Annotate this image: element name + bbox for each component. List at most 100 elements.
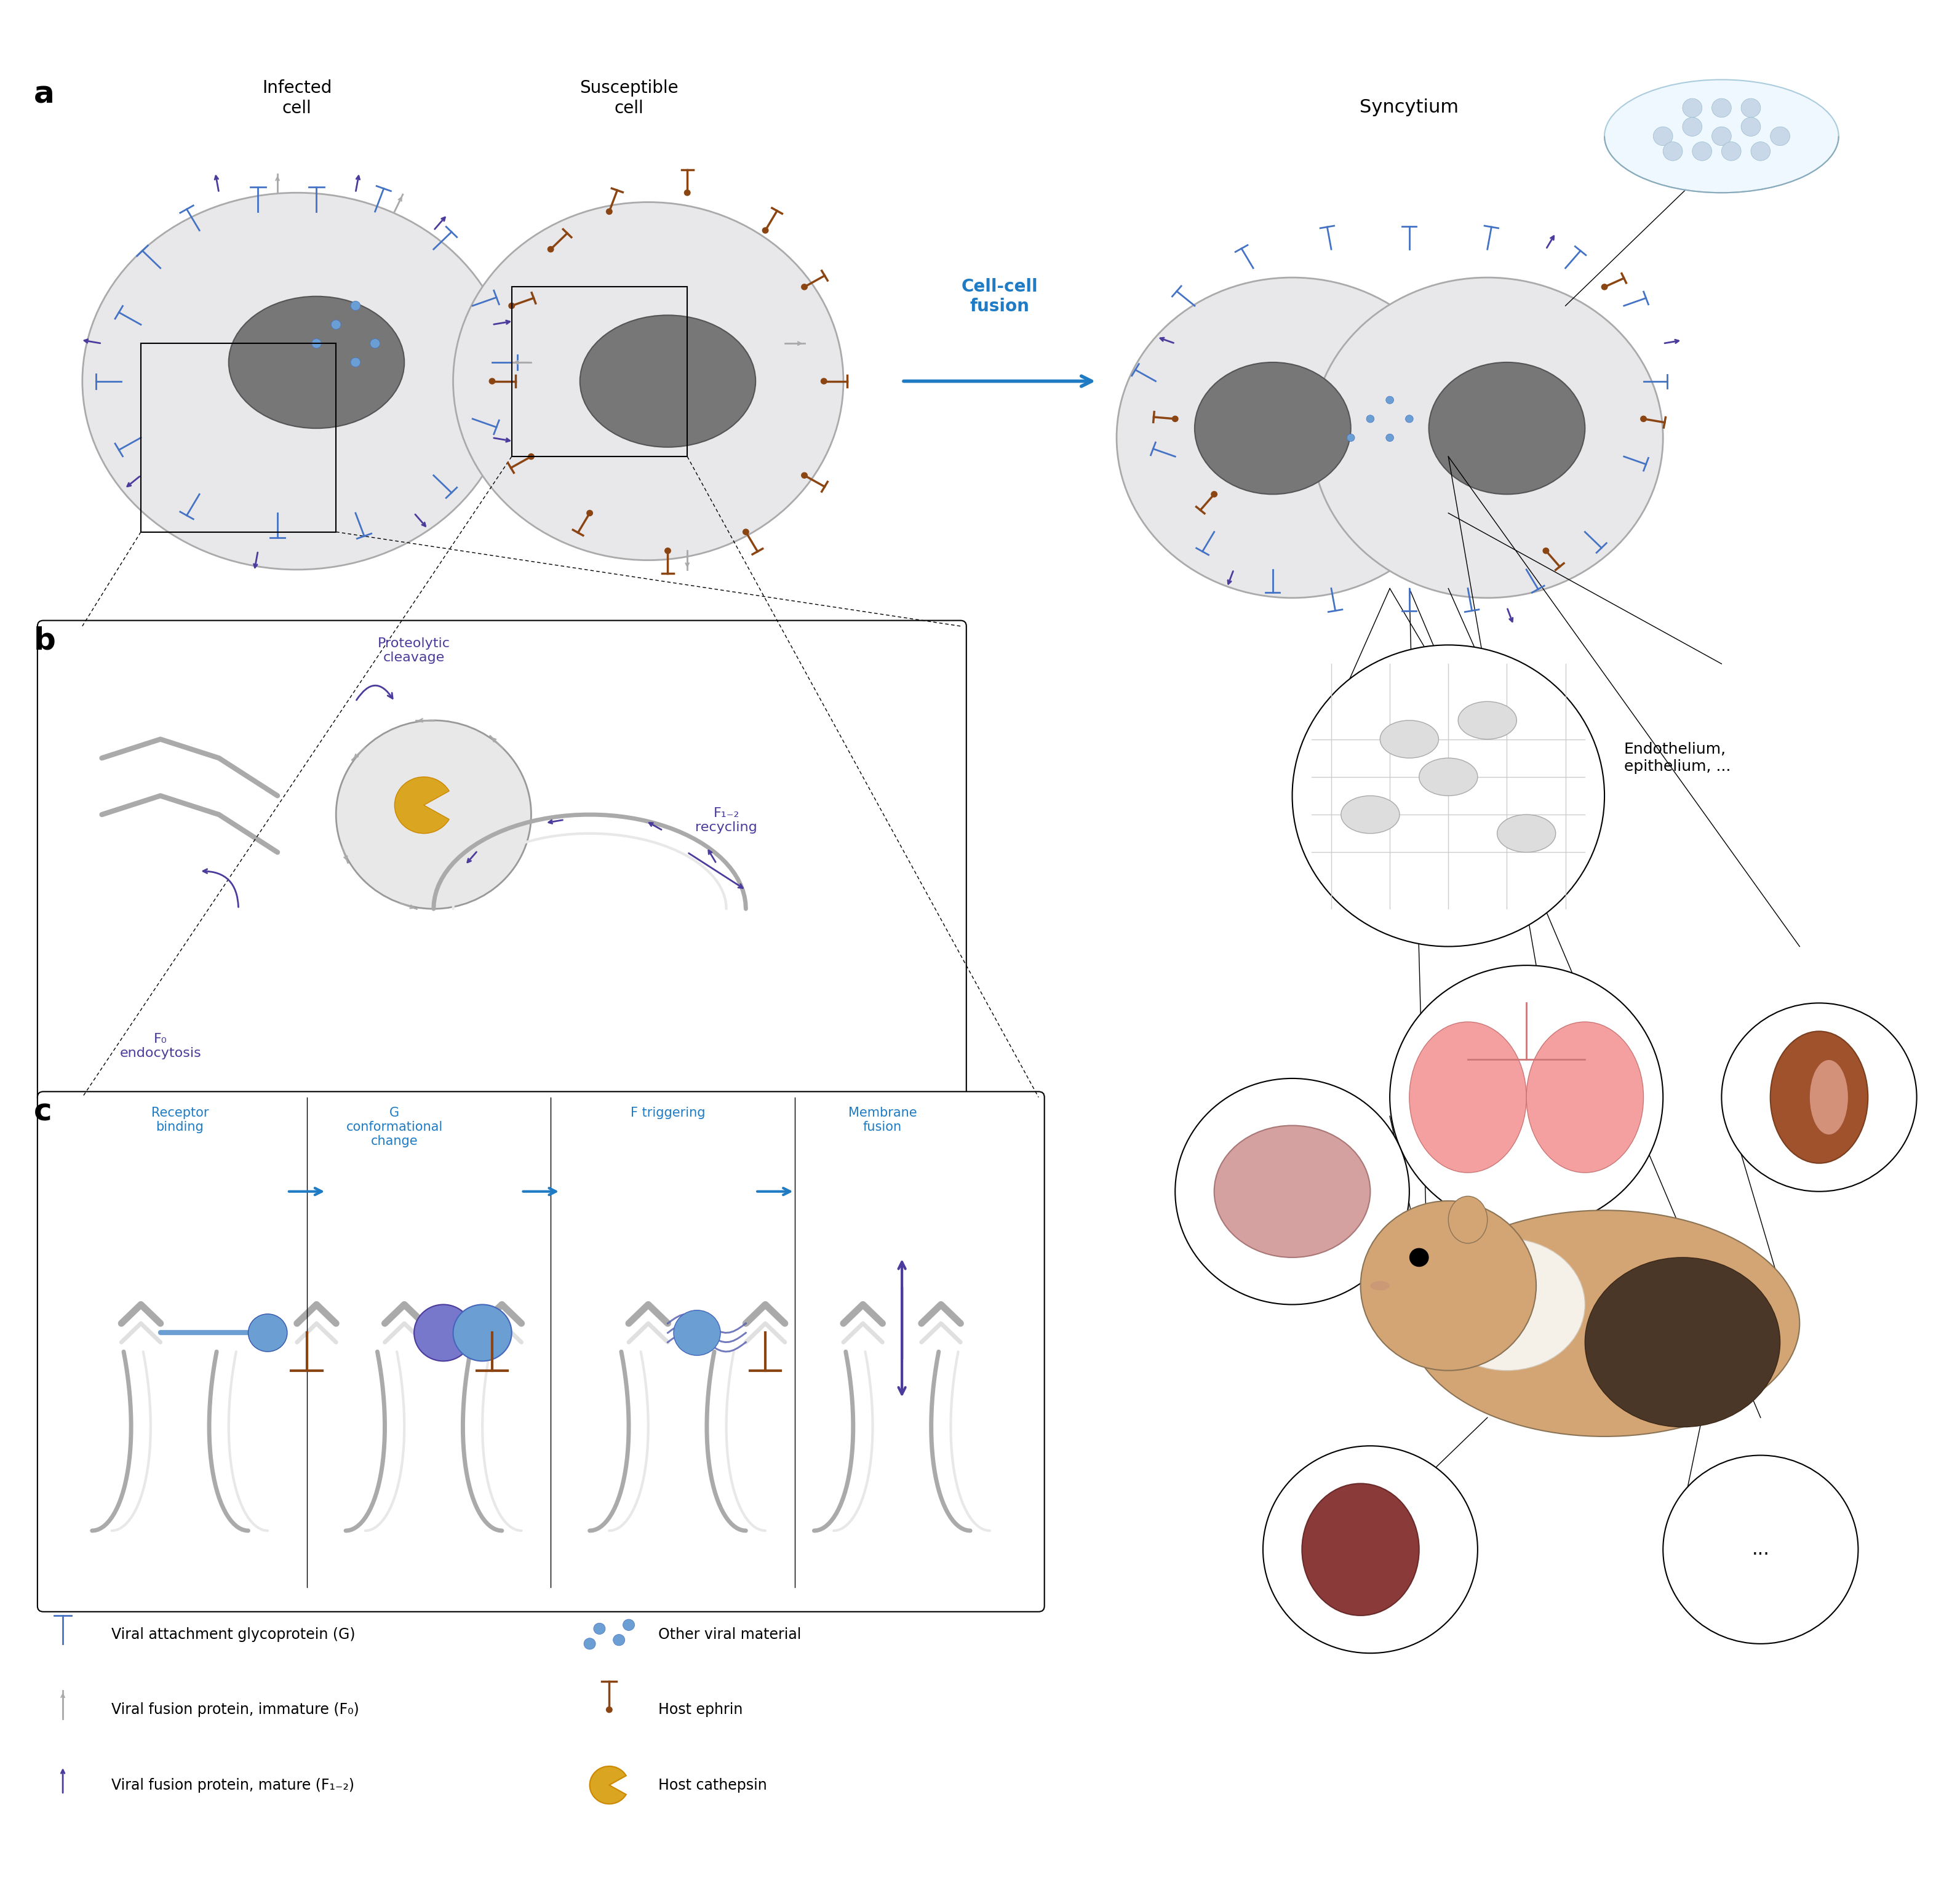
Circle shape — [1721, 1003, 1917, 1191]
Circle shape — [331, 320, 341, 329]
Circle shape — [606, 1707, 612, 1713]
Text: ...: ... — [1752, 1541, 1770, 1558]
Circle shape — [743, 528, 749, 534]
Circle shape — [529, 454, 533, 460]
Circle shape — [351, 358, 361, 367]
Ellipse shape — [1213, 1126, 1370, 1257]
Circle shape — [335, 721, 531, 909]
Circle shape — [1262, 1446, 1478, 1653]
Ellipse shape — [1370, 1282, 1390, 1291]
Ellipse shape — [453, 203, 843, 560]
Text: Viral fusion protein, immature (F₀): Viral fusion protein, immature (F₀) — [112, 1702, 359, 1717]
Ellipse shape — [1429, 362, 1586, 494]
FancyBboxPatch shape — [37, 1092, 1045, 1611]
Ellipse shape — [1448, 1196, 1488, 1244]
Circle shape — [490, 379, 496, 384]
Circle shape — [613, 1634, 625, 1645]
Text: Viral attachment glycoprotein (G): Viral attachment glycoprotein (G) — [112, 1626, 355, 1641]
Ellipse shape — [1429, 1238, 1586, 1371]
Ellipse shape — [1527, 1022, 1644, 1172]
Text: c: c — [33, 1098, 51, 1126]
Circle shape — [606, 208, 612, 214]
Circle shape — [1386, 396, 1394, 403]
Bar — [141, 343, 335, 532]
Circle shape — [594, 1622, 606, 1634]
Circle shape — [1176, 1079, 1409, 1304]
Circle shape — [802, 473, 808, 479]
Circle shape — [1360, 1200, 1537, 1371]
Circle shape — [1740, 117, 1760, 136]
Text: F triggering: F triggering — [631, 1107, 706, 1119]
Circle shape — [1721, 142, 1740, 161]
Circle shape — [1292, 646, 1605, 947]
Circle shape — [1543, 547, 1548, 553]
Text: Viral fusion protein, mature (F₁₋₂): Viral fusion protein, mature (F₁₋₂) — [112, 1778, 355, 1793]
Circle shape — [1662, 1456, 1858, 1643]
Circle shape — [664, 547, 670, 553]
Circle shape — [453, 1304, 512, 1361]
Ellipse shape — [1497, 814, 1556, 852]
Circle shape — [312, 339, 321, 348]
Ellipse shape — [1409, 1022, 1527, 1172]
Circle shape — [1740, 98, 1760, 117]
Text: Other viral material: Other viral material — [659, 1626, 802, 1641]
Circle shape — [584, 1637, 596, 1649]
Ellipse shape — [1586, 1257, 1780, 1427]
Ellipse shape — [1419, 757, 1478, 795]
Circle shape — [1172, 416, 1178, 422]
Circle shape — [1711, 98, 1731, 117]
Text: F₀
endocytosis: F₀ endocytosis — [120, 1034, 202, 1060]
Circle shape — [762, 227, 768, 233]
Ellipse shape — [1341, 795, 1399, 833]
Circle shape — [1405, 415, 1413, 422]
Text: Infected
cell: Infected cell — [263, 80, 331, 117]
Circle shape — [510, 303, 515, 309]
Bar — [512, 288, 688, 456]
Text: Membrane
fusion: Membrane fusion — [849, 1107, 917, 1134]
Ellipse shape — [1409, 1210, 1799, 1437]
Ellipse shape — [1117, 278, 1468, 598]
Circle shape — [1601, 284, 1607, 290]
Circle shape — [623, 1619, 635, 1630]
Circle shape — [1682, 98, 1701, 117]
Circle shape — [1691, 142, 1711, 161]
Circle shape — [1750, 142, 1770, 161]
Ellipse shape — [580, 316, 757, 447]
Text: Cell-cell
fusion: Cell-cell fusion — [960, 278, 1039, 316]
Circle shape — [547, 246, 553, 252]
Text: Endothelium,
epithelium, ...: Endothelium, epithelium, ... — [1625, 742, 1731, 774]
Circle shape — [370, 339, 380, 348]
Ellipse shape — [1196, 362, 1350, 494]
Circle shape — [1386, 433, 1394, 441]
Circle shape — [414, 1304, 472, 1361]
Circle shape — [1211, 492, 1217, 498]
Circle shape — [1652, 127, 1672, 146]
Circle shape — [684, 189, 690, 195]
Ellipse shape — [1301, 1484, 1419, 1615]
Circle shape — [1711, 127, 1731, 146]
Circle shape — [1641, 416, 1646, 422]
Text: a: a — [33, 80, 55, 110]
Circle shape — [351, 301, 361, 310]
Text: Host cathepsin: Host cathepsin — [659, 1778, 766, 1793]
Circle shape — [1366, 415, 1374, 422]
Ellipse shape — [1809, 1060, 1848, 1136]
Ellipse shape — [1458, 702, 1517, 738]
Text: Receptor
binding: Receptor binding — [151, 1107, 208, 1134]
Circle shape — [249, 1314, 288, 1352]
Text: Host ephrin: Host ephrin — [659, 1702, 743, 1717]
Ellipse shape — [1380, 721, 1439, 757]
Wedge shape — [590, 1766, 625, 1804]
Circle shape — [821, 379, 827, 384]
Circle shape — [674, 1310, 721, 1355]
Text: F₁₋₂
recycling: F₁₋₂ recycling — [696, 806, 757, 833]
Circle shape — [1682, 117, 1701, 136]
Circle shape — [1770, 127, 1789, 146]
Circle shape — [586, 511, 592, 517]
Circle shape — [802, 284, 808, 290]
FancyBboxPatch shape — [37, 621, 966, 1104]
Ellipse shape — [1605, 80, 1838, 193]
Text: G
conformational
change: G conformational change — [347, 1107, 443, 1147]
Circle shape — [1662, 142, 1682, 161]
Text: Susceptible
cell: Susceptible cell — [580, 80, 678, 117]
